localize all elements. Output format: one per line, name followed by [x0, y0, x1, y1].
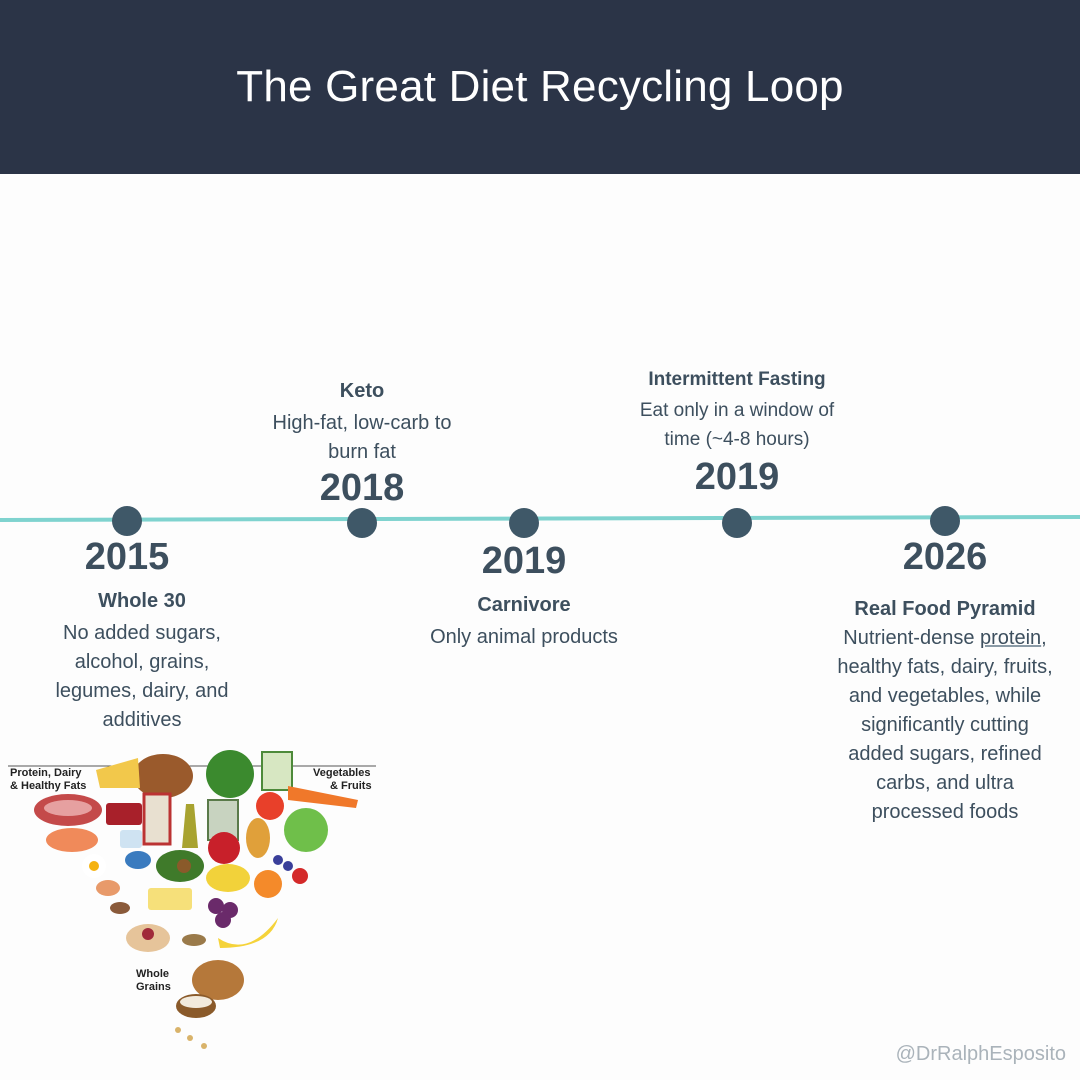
pyramid-label-bottom-1: Whole: [136, 968, 169, 980]
grain-kernel-icon: [187, 1035, 193, 1041]
grain-kernel-icon-2: [201, 1043, 207, 1049]
shrimp-icon: [96, 880, 120, 896]
grape-icon-2: [215, 912, 231, 928]
protein-link[interactable]: protein: [980, 627, 1042, 649]
sardine-can-icon: [125, 851, 151, 869]
milk-carton-icon: [142, 792, 172, 846]
pyramid-label-left-2: & Healthy Fats: [10, 780, 86, 792]
pyramid-label-bottom-2: Grains: [136, 981, 171, 993]
pyramid-label-right-2: & Fruits: [330, 780, 372, 792]
page-title: The Great Diet Recycling Loop: [236, 62, 844, 111]
cheese-icon: [96, 758, 140, 788]
food-pyramid-illustration: Protein, Dairy & Healthy Fats Vegetables…: [8, 750, 376, 1049]
pyramid-label-left-1: Protein, Dairy: [10, 767, 82, 779]
timeline-track: [0, 515, 1080, 522]
diet-name-whole30: Whole 30: [98, 590, 186, 612]
peas-bag-icon: [261, 751, 293, 791]
diet-desc-carnivore: Only animal products: [430, 626, 618, 648]
avocado-pit-icon: [177, 859, 191, 873]
year-2019-fasting: 2019: [694, 456, 780, 498]
year-2026: 2026: [902, 536, 988, 578]
diet-name-keto: Keto: [339, 380, 385, 402]
pyramid-label-right-1: Vegetables: [313, 767, 370, 779]
year-2019-carnivore: 2019: [481, 540, 567, 582]
strawberry-icon: [292, 868, 308, 884]
grain-kernels-icon: [175, 1027, 181, 1033]
timeline-dot-2015: [112, 506, 142, 536]
header-banner: The Great Diet Recycling Loop: [0, 0, 1080, 174]
olive-oil-bottle-icon: [182, 804, 198, 848]
diet-name-real-food-pyramid: Real Food Pyramid: [854, 598, 1036, 620]
salmon-icon: [46, 828, 98, 852]
broccoli-icon: [206, 750, 254, 798]
desc-part-2: , healthy fats, dairy, fruits, and veget…: [837, 627, 1053, 823]
author-handle: @DrRalphEsposito: [895, 1043, 1066, 1065]
nuts-icon: [110, 902, 130, 914]
blueberry-icon: [283, 861, 293, 871]
diet-name-intermittent-fasting: Intermittent Fasting: [648, 369, 826, 390]
steak-marbling-icon: [44, 800, 92, 816]
timeline-dot-2019-carnivore: [509, 508, 539, 538]
timeline-dot-2018: [347, 508, 377, 538]
diet-desc-intermittent-fasting: Eat only in a window of time (~4-8 hours…: [639, 400, 835, 450]
apple-icon: [208, 832, 240, 864]
bread-loaf-icon: [192, 960, 244, 1000]
diet-desc-real-food-pyramid: Nutrient-dense protein, healthy fats, da…: [834, 624, 1056, 827]
orange-icon: [254, 870, 282, 898]
beans-icon: [182, 934, 206, 946]
rice-icon: [180, 996, 212, 1008]
bananas-icon: [218, 918, 278, 948]
butter-icon: [148, 888, 192, 910]
yogurt-icon: [120, 830, 142, 848]
ground-meat-icon: [106, 803, 142, 825]
tomato-icon: [256, 792, 284, 820]
timeline-dot-2026: [930, 506, 960, 536]
grapes-icon: [208, 898, 224, 914]
roast-chicken-icon: [133, 754, 193, 798]
timeline-dot-2019-fasting: [722, 508, 752, 538]
diet-name-carnivore: Carnivore: [477, 594, 571, 616]
blueberries-icon: [273, 855, 283, 865]
berries-topping-icon: [142, 928, 154, 940]
squash-icon: [246, 818, 270, 858]
desc-part-1: Nutrient-dense: [843, 627, 975, 649]
lemon-icon: [206, 864, 250, 892]
year-2018: 2018: [319, 467, 405, 509]
year-2015: 2015: [84, 536, 170, 578]
egg-yolk-icon: [89, 861, 99, 871]
lettuce-icon: [284, 808, 328, 852]
diet-desc-keto: High-fat, low-carb to burn fat: [272, 412, 452, 463]
carrots-icon: [288, 786, 358, 808]
diet-desc-whole30: No added sugars, alcohol, grains, legume…: [55, 622, 229, 731]
